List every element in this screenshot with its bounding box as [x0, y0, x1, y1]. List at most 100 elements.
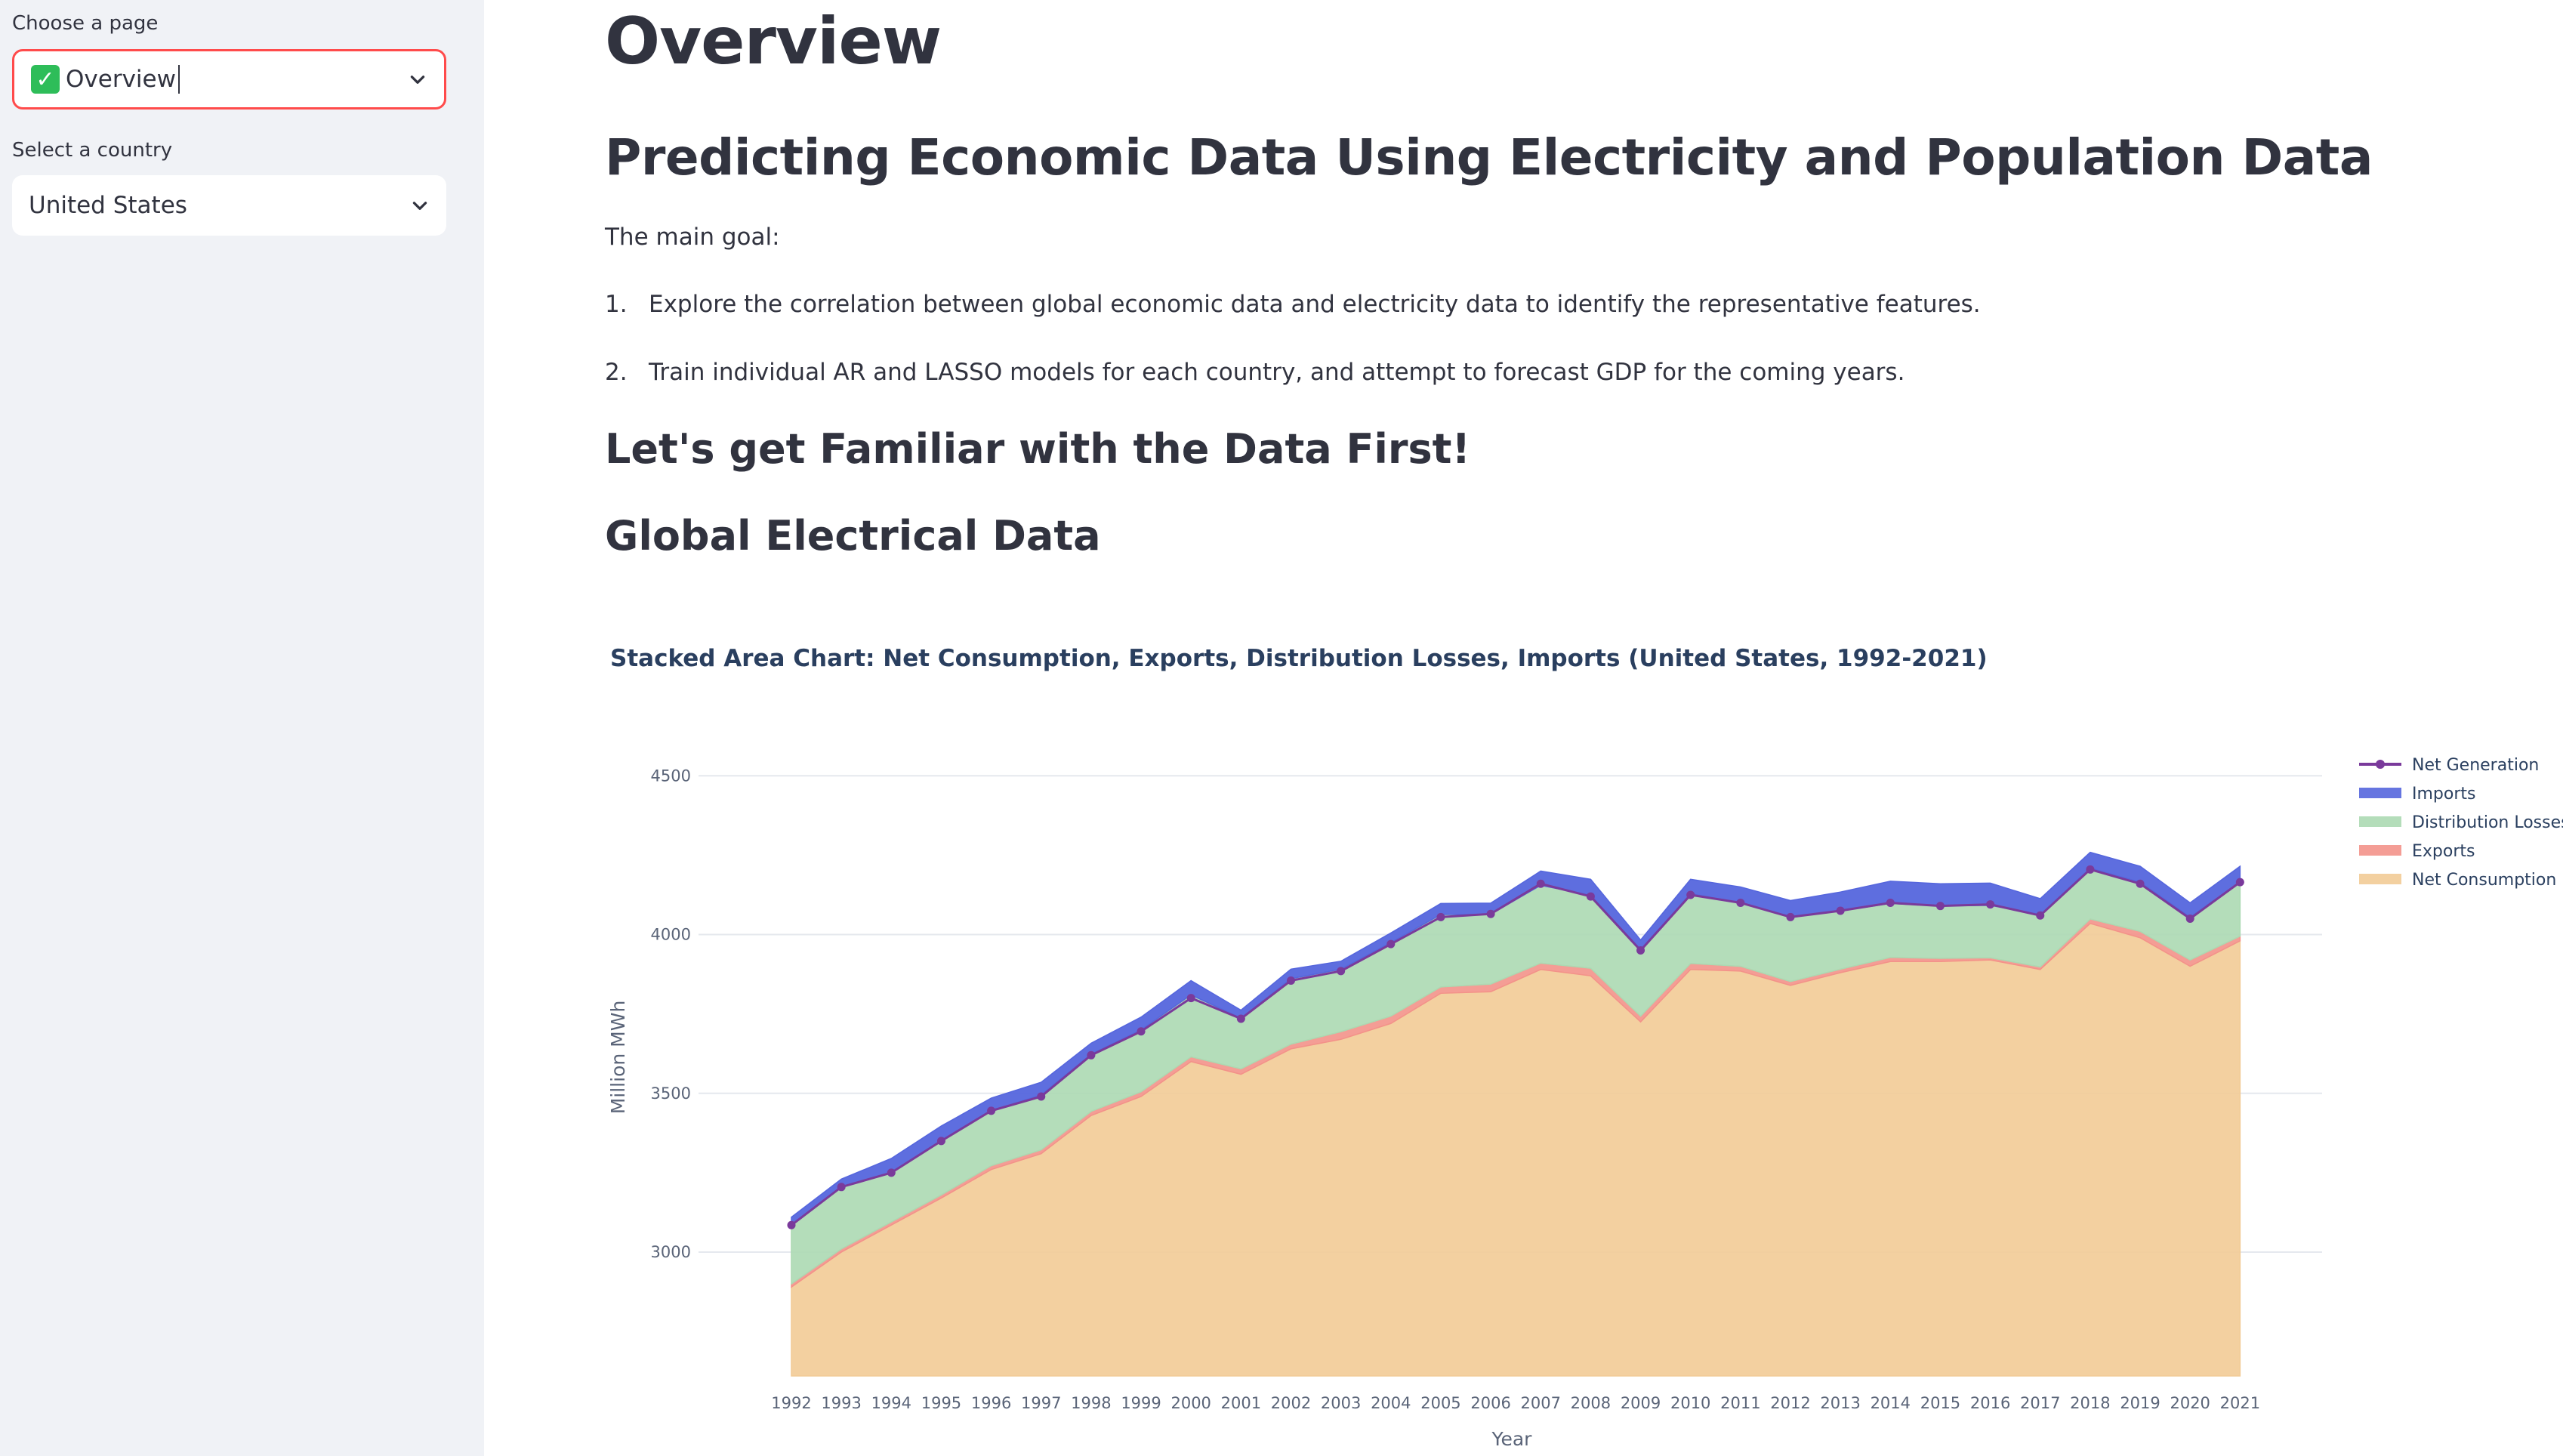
chevron-down-icon[interactable] [410, 196, 430, 215]
net-generation-point[interactable] [2036, 911, 2045, 920]
net-generation-point[interactable] [1886, 898, 1895, 907]
x-tick-label: 2002 [1271, 1394, 1311, 1412]
x-tick-label: 1992 [771, 1394, 811, 1412]
legend-item-net-consumption[interactable]: Net Consumption [2412, 871, 2556, 890]
legend-item-distribution-losses[interactable]: Distribution Losses [2412, 813, 2563, 832]
sidebar: Choose a page ✓ Overview Select a countr… [0, 0, 484, 1456]
page-select-value: Overview [66, 66, 176, 93]
x-tick-label: 2005 [1420, 1394, 1460, 1412]
text-cursor [177, 65, 180, 94]
x-tick-label: 2017 [2020, 1394, 2060, 1412]
net-generation-point[interactable] [1536, 879, 1545, 888]
chart-legend[interactable]: Net Generation Imports Distribution Losses… [2359, 756, 2563, 890]
net-generation-point[interactable] [2086, 865, 2095, 874]
net-generation-point[interactable] [1586, 892, 1595, 901]
x-tick-label: 2019 [2120, 1394, 2160, 1412]
country-select-label: Select a country [12, 139, 173, 162]
x-tick-label: 2020 [2170, 1394, 2210, 1412]
legend-marker-net-generation [2376, 760, 2385, 769]
page-title: Overview [605, 4, 942, 79]
legend-symbol-net-consumption [2359, 874, 2401, 884]
net-generation-point[interactable] [1236, 1014, 1245, 1023]
x-tick-label: 2014 [1871, 1394, 1911, 1412]
net-generation-point[interactable] [2185, 914, 2194, 923]
legend-item-exports[interactable]: Exports [2412, 842, 2475, 861]
net-generation-point[interactable] [2136, 879, 2145, 888]
net-generation-point[interactable] [1386, 939, 1396, 949]
net-generation-point[interactable] [837, 1183, 846, 1192]
x-tick-label: 2012 [1770, 1394, 1810, 1412]
x-tick-label: 2011 [1720, 1394, 1760, 1412]
x-tick-label: 1993 [821, 1394, 861, 1412]
net-generation-point[interactable] [1736, 898, 1745, 907]
goal-text: Explore the correlation between global e… [649, 291, 1981, 318]
chart-title: Stacked Area Chart: Net Consumption, Exp… [610, 645, 1988, 672]
x-tick-label: 1997 [1021, 1394, 1061, 1412]
y-tick-label: 3000 [651, 1243, 691, 1261]
net-generation-point[interactable] [887, 1168, 896, 1177]
x-tick-label: 2016 [1970, 1394, 2010, 1412]
legend-item-imports[interactable]: Imports [2412, 785, 2475, 804]
y-axis-ticks: 3000 3500 4000 4500 [651, 767, 691, 1261]
x-tick-label: 2009 [1621, 1394, 1661, 1412]
legend-symbol-distribution-losses [2359, 816, 2401, 827]
x-axis-ticks: 1992 1993 1994 1995 1996 1997 1998 1999 2000 2001… [771, 1394, 2260, 1412]
net-generation-series[interactable] [787, 865, 2244, 1229]
net-generation-point[interactable] [1786, 912, 1795, 921]
country-select-value: United States [29, 192, 187, 219]
page-subtitle: Predicting Economic Data Using Electrici… [605, 128, 2373, 187]
legend-item-net-generation[interactable]: Net Generation [2412, 756, 2539, 775]
main-content: Overview Predicting Economic Data Using … [484, 0, 2563, 1456]
chevron-down-icon[interactable] [408, 69, 427, 89]
x-tick-label: 2021 [2220, 1394, 2260, 1412]
x-tick-label: 2018 [2070, 1394, 2110, 1412]
net-generation-point[interactable] [1686, 890, 1695, 899]
x-tick-label: 2013 [1820, 1394, 1860, 1412]
x-tick-label: 1996 [971, 1394, 1011, 1412]
x-tick-label: 1998 [1071, 1394, 1111, 1412]
net-generation-point[interactable] [1986, 900, 1995, 909]
net-generation-point[interactable] [987, 1106, 996, 1115]
goal-number: 2. [605, 359, 628, 386]
net-generation-point[interactable] [936, 1137, 945, 1146]
y-axis-title: Million MWh [607, 1001, 629, 1115]
chart-areas[interactable] [791, 851, 2241, 1377]
net-generation-point[interactable] [1436, 912, 1445, 921]
x-tick-label: 2001 [1221, 1394, 1261, 1412]
net-generation-point[interactable] [1337, 967, 1346, 976]
x-tick-label: 2004 [1371, 1394, 1411, 1412]
y-tick-label: 4500 [651, 767, 691, 785]
net-generation-point[interactable] [1935, 902, 1945, 911]
x-tick-label: 2006 [1470, 1394, 1510, 1412]
x-tick-label: 1999 [1121, 1394, 1161, 1412]
section-heading: Let's get Familiar with the Data First! [605, 425, 1471, 473]
net-generation-point[interactable] [1186, 994, 1195, 1003]
net-generation-point[interactable] [2235, 878, 2244, 887]
legend-symbol-exports [2359, 845, 2401, 856]
net-generation-point[interactable] [1287, 976, 1295, 985]
y-tick-label: 3500 [651, 1084, 691, 1103]
net-generation-point[interactable] [1486, 909, 1495, 918]
net-generation-point[interactable] [1037, 1092, 1046, 1101]
page-select-label: Choose a page [12, 12, 159, 35]
legend-symbol-imports [2359, 788, 2401, 798]
goal-item-1: 1. Explore the correlation between global… [605, 291, 1981, 318]
x-tick-label: 2015 [1920, 1394, 1960, 1412]
x-axis-title: Year [1491, 1428, 1533, 1450]
x-tick-label: 1994 [871, 1394, 911, 1412]
net-generation-line[interactable] [791, 868, 2241, 1226]
net-generation-point[interactable] [1836, 906, 1845, 915]
country-select[interactable]: United States [12, 175, 446, 236]
net-generation-point[interactable] [1636, 946, 1645, 955]
subsection-heading: Global Electrical Data [605, 512, 1101, 560]
check-mark-icon: ✓ [31, 65, 60, 94]
page-select[interactable]: ✓ Overview [12, 49, 446, 110]
x-tick-label: 2003 [1321, 1394, 1361, 1412]
x-tick-label: 2010 [1670, 1394, 1710, 1412]
goal-text: Train individual AR and LASSO models for… [649, 359, 1905, 386]
net-generation-point[interactable] [1137, 1027, 1146, 1036]
net-generation-point[interactable] [1087, 1050, 1096, 1060]
goal-intro: The main goal: [605, 224, 780, 251]
net-generation-point[interactable] [787, 1220, 796, 1229]
